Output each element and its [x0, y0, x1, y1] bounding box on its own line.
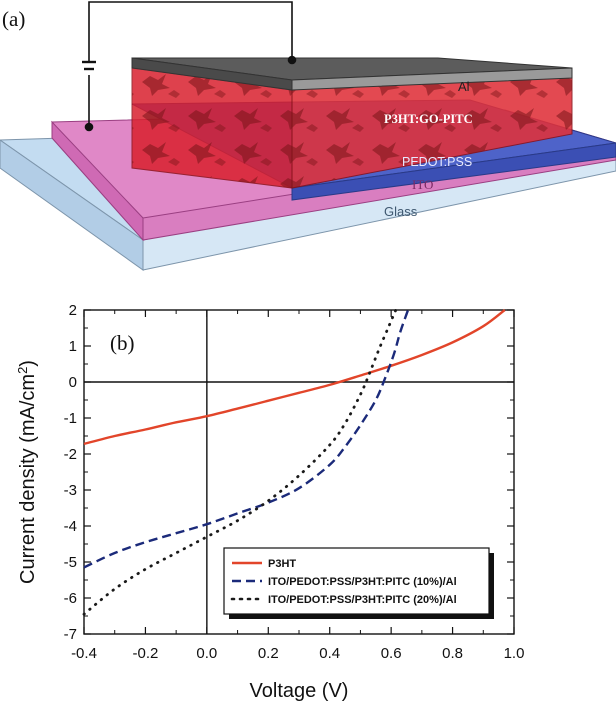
x-tick-label: 0.0: [196, 645, 217, 662]
y-axis-label-main: Current density (mA/cm: [17, 374, 39, 584]
y-tick-label: -5: [64, 554, 77, 571]
y-tick-labels: -7 -6 -5 -4 -3 -2 -1 0 1 2: [64, 302, 77, 643]
x-tick-label: -0.2: [132, 645, 158, 662]
external-circuit: [82, 1, 293, 127]
y-tick-label: -3: [64, 482, 77, 499]
legend-label-pitc20: ITO/PEDOT:PSS/P3HT:PITC (20%)/Al: [268, 594, 457, 606]
ito-label: ITO: [412, 177, 433, 192]
panel-a-label: (a): [2, 7, 25, 31]
legend: P3HT ITO/PEDOT:PSS/P3HT:PITC (10%)/Al IT…: [223, 547, 494, 619]
x-tick-label: 0.2: [258, 645, 279, 662]
y-tick-label: 2: [69, 302, 77, 319]
y-tick-label: -1: [64, 410, 77, 427]
device-schematic: (a) A: [0, 1, 616, 271]
legend-label-pitc10: ITO/PEDOT:PSS/P3HT:PITC (10%)/Al: [268, 576, 457, 588]
al-contact-dot: [287, 55, 297, 65]
y-tick-label: 1: [69, 338, 77, 355]
x-axis-label: Voltage (V): [250, 680, 349, 702]
y-tick-label: -2: [64, 446, 77, 463]
al-label: Al: [458, 79, 470, 94]
y-tick-label: -7: [64, 626, 77, 643]
x-tick-label: -0.4: [71, 645, 97, 662]
legend-label-p3ht: P3HT: [268, 558, 296, 570]
series-line-p3ht: [83, 309, 506, 446]
active-layer: [131, 67, 573, 189]
y-axis-label-close: ): [17, 360, 39, 367]
y-tick-label: -6: [64, 590, 77, 607]
ito-contact-dot: [84, 122, 94, 132]
axis-ticks: [83, 309, 515, 635]
y-axis-label: Current density (mA/cm2): [15, 360, 40, 584]
y-axis-label-sup: 2: [15, 367, 30, 374]
x-tick-label: 0.8: [442, 645, 463, 662]
series-line-pitc10: [83, 309, 410, 569]
active-layer-label: P3HT:GO-PITC: [384, 112, 473, 126]
glass-label: Glass: [384, 204, 418, 219]
x-tick-label: 1.0: [504, 645, 525, 662]
data-curves: [82, 308, 506, 616]
series-line-pitc20: [82, 308, 398, 616]
al-electrode: [131, 57, 573, 91]
x-tick-label: 0.4: [319, 645, 340, 662]
pedot-label: PEDOT:PSS: [402, 155, 472, 169]
jv-chart: -0.4 -0.2 0.0 0.2 0.4 0.6 0.8 1.0 -7-6-5-4-3-2-…: [15, 302, 525, 702]
y-tick-label: 0: [69, 374, 77, 391]
x-tick-label: 0.6: [381, 645, 402, 662]
legend-box: [223, 547, 490, 615]
x-tick-labels: -0.4 -0.2 0.0 0.2 0.4 0.6 0.8 1.0: [71, 645, 524, 662]
panel-b-label: (b): [110, 331, 135, 355]
y-tick-label: -4: [64, 518, 77, 535]
